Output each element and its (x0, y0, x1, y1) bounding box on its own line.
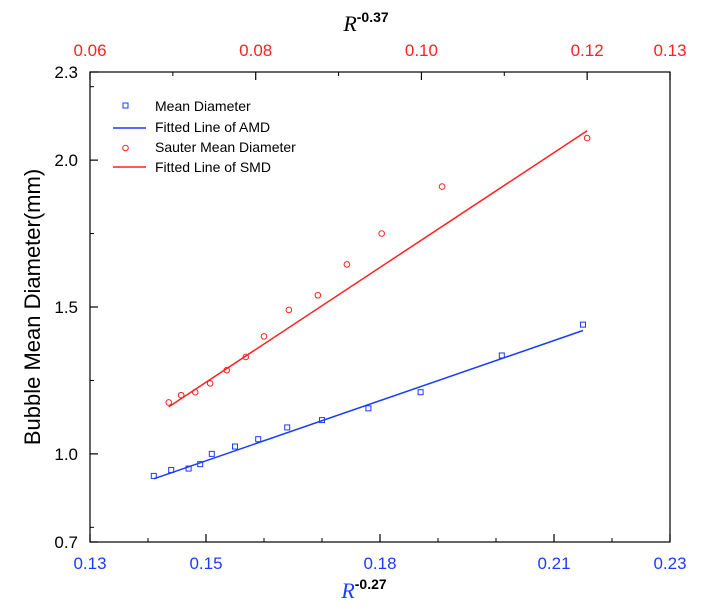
data-point-sauter-mean-diameter (438, 183, 446, 190)
fitted-line-smd (168, 130, 588, 408)
x-top-tick-label: 0.13 (653, 41, 686, 60)
data-point-sauter-mean-diameter (343, 261, 351, 268)
x-top-tick-label: 0.06 (73, 41, 106, 60)
data-point-sauter-mean-diameter (206, 380, 214, 387)
legend-circle-marker (122, 144, 129, 152)
legend-square-marker (122, 102, 129, 109)
data-point-mean-diameter (284, 424, 291, 431)
legend-label-mean-diameter: Mean Diameter (155, 98, 251, 114)
x-bottom-tick-label: 0.18 (363, 554, 396, 573)
data-point-mean-diameter (255, 436, 262, 443)
data-point-sauter-mean-diameter (285, 306, 293, 314)
series-layer (150, 130, 591, 480)
data-point-sauter-mean-diameter (260, 333, 268, 340)
x-bottom-tick-label: 0.23 (653, 554, 686, 573)
data-point-mean-diameter (580, 321, 586, 328)
bottom-x-axis: 0.13 0.15 0.18 0.21 0.23 (73, 534, 687, 573)
y-tick-label: 1.5 (54, 298, 78, 317)
x-top-tick-label: 0.10 (405, 41, 438, 60)
legend-label-fitted-smd: Fitted Line of SMD (155, 159, 271, 175)
data-point-sauter-mean-diameter (314, 291, 322, 299)
legend-item-fitted-smd: Fitted Line of SMD (113, 159, 271, 175)
x-axis-top-title-exponent: -0.37 (357, 9, 389, 25)
x-top-tick-label: 0.12 (571, 41, 604, 60)
y-tick-label: 0.7 (54, 533, 78, 552)
x-axis-bottom-title: R-0.27 (340, 576, 387, 603)
x-axis-bottom-title-base: R (340, 578, 355, 603)
y-axis: 0.7 1.0 1.5 2.0 2.3 (54, 63, 98, 552)
legend: Mean Diameter Fitted Line of AMD Sauter … (113, 98, 296, 175)
x-axis-bottom-title-exponent: -0.27 (355, 576, 387, 592)
x-axis-top-title-base: R (342, 11, 357, 36)
legend-item-sauter-mean-diameter: Sauter Mean Diameter (122, 139, 296, 155)
data-point-mean-diameter (417, 389, 424, 396)
y-tick-label: 2.3 (54, 63, 78, 82)
x-bottom-tick-label: 0.15 (189, 554, 222, 573)
data-point-sauter-mean-diameter (378, 230, 385, 237)
data-point-sauter-mean-diameter (165, 399, 173, 406)
data-point-sauter-mean-diameter (583, 134, 591, 142)
legend-label-sauter-mean-diameter: Sauter Mean Diameter (155, 139, 296, 155)
x-bottom-tick-label: 0.13 (73, 554, 106, 573)
top-x-axis: 0.06 0.08 0.10 0.12 0.13 (73, 41, 687, 80)
data-point-mean-diameter (365, 405, 372, 412)
legend-item-fitted-amd: Fitted Line of AMD (113, 119, 270, 135)
y-axis-title: Bubble Mean Diameter(mm) (20, 169, 45, 445)
legend-item-mean-diameter: Mean Diameter (122, 98, 251, 114)
y-tick-label: 1.0 (54, 445, 78, 464)
data-point-mean-diameter (232, 443, 238, 450)
data-point-mean-diameter (208, 450, 215, 457)
x-top-tick-label: 0.08 (239, 41, 272, 60)
fitted-line-amd (153, 329, 584, 480)
y-tick-label: 2.0 (54, 151, 78, 170)
legend-label-fitted-amd: Fitted Line of AMD (155, 119, 270, 135)
x-bottom-tick-label: 0.21 (537, 554, 570, 573)
x-axis-top-title: R-0.37 (342, 9, 389, 36)
data-point-sauter-mean-diameter (242, 353, 250, 361)
